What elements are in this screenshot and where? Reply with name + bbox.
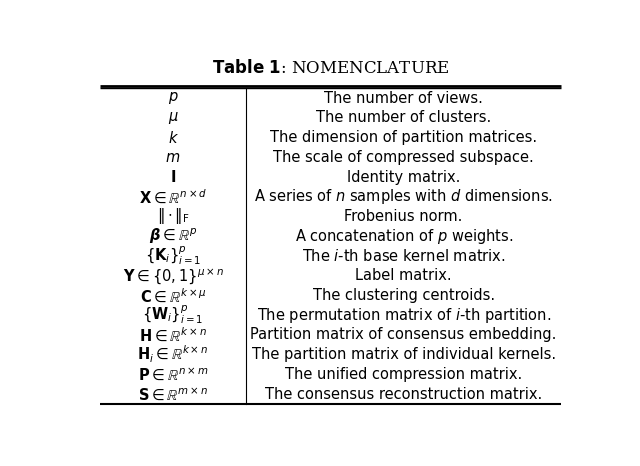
Text: The partition matrix of individual kernels.: The partition matrix of individual kerne… xyxy=(252,347,556,362)
Text: Partition matrix of consensus embedding.: Partition matrix of consensus embedding. xyxy=(250,328,557,343)
Text: $\mu$: $\mu$ xyxy=(168,110,179,126)
Text: $\mathbf{X} \in \mathbb{R}^{n \times d}$: $\mathbf{X} \in \mathbb{R}^{n \times d}$ xyxy=(139,188,207,206)
Text: Frobenius norm.: Frobenius norm. xyxy=(344,209,463,224)
Text: The unified compression matrix.: The unified compression matrix. xyxy=(285,367,522,382)
Text: $\|\cdot\|_{\mathrm{F}}$: $\|\cdot\|_{\mathrm{F}}$ xyxy=(157,206,189,226)
Text: $\mathbf{P} \in \mathbb{R}^{n \times m}$: $\mathbf{P} \in \mathbb{R}^{n \times m}$ xyxy=(138,366,208,383)
Text: The scale of compressed subspace.: The scale of compressed subspace. xyxy=(273,150,534,165)
Text: $\{\mathbf{K}_i\}_{i=1}^{p}$: $\{\mathbf{K}_i\}_{i=1}^{p}$ xyxy=(145,245,201,267)
Text: $m$: $m$ xyxy=(165,150,180,165)
Text: The number of clusters.: The number of clusters. xyxy=(316,110,492,125)
Text: The clustering centroids.: The clustering centroids. xyxy=(312,288,495,303)
Text: $\mathbf{Y} \in \{0,1\}^{\mu \times n}$: $\mathbf{Y} \in \{0,1\}^{\mu \times n}$ xyxy=(122,266,223,286)
Text: $\mathbf{C} \in \mathbb{R}^{k \times \mu}$: $\mathbf{C} \in \mathbb{R}^{k \times \mu… xyxy=(140,287,206,304)
Text: A series of $n$ samples with $d$ dimensions.: A series of $n$ samples with $d$ dimensi… xyxy=(254,187,553,206)
Text: $\mathbf{H} \in \mathbb{R}^{k \times n}$: $\mathbf{H} \in \mathbb{R}^{k \times n}$ xyxy=(139,326,207,344)
Text: Label matrix.: Label matrix. xyxy=(355,268,452,283)
Text: $\mathbf{S} \in \mathbb{R}^{m \times n}$: $\mathbf{S} \in \mathbb{R}^{m \times n}$ xyxy=(138,386,208,403)
Text: $\mathbf{I}$: $\mathbf{I}$ xyxy=(170,169,176,185)
Text: $\bf{Table\ 1}$: NOMENCLATURE: $\bf{Table\ 1}$: NOMENCLATURE xyxy=(212,60,449,77)
Text: The consensus reconstruction matrix.: The consensus reconstruction matrix. xyxy=(265,387,542,402)
Text: A concatenation of $p$ weights.: A concatenation of $p$ weights. xyxy=(294,227,513,246)
Text: The permutation matrix of $i$-th partition.: The permutation matrix of $i$-th partiti… xyxy=(257,306,551,325)
Text: The number of views.: The number of views. xyxy=(324,90,483,106)
Text: $\{\mathbf{W}_i\}_{i=1}^{p}$: $\{\mathbf{W}_i\}_{i=1}^{p}$ xyxy=(142,304,204,327)
Text: $k$: $k$ xyxy=(168,130,179,145)
Text: Identity matrix.: Identity matrix. xyxy=(347,170,460,185)
Text: $p$: $p$ xyxy=(168,90,179,106)
Text: $\boldsymbol{\beta} \in \mathbb{R}^{p}$: $\boldsymbol{\beta} \in \mathbb{R}^{p}$ xyxy=(149,226,197,246)
Text: $\mathbf{H}_i \in \mathbb{R}^{k \times n}$: $\mathbf{H}_i \in \mathbb{R}^{k \times n… xyxy=(138,344,209,365)
Text: The dimension of partition matrices.: The dimension of partition matrices. xyxy=(270,130,537,145)
Text: The $i$-th base kernel matrix.: The $i$-th base kernel matrix. xyxy=(302,248,506,264)
